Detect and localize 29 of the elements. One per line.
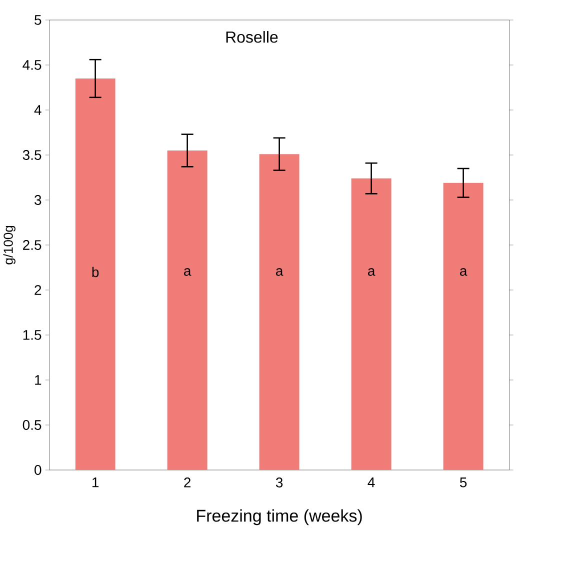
x-axis-title: Freezing time (weeks) <box>196 509 362 526</box>
y-axis-title: g/100g <box>3 226 16 264</box>
x-tick-label: 2 <box>184 478 190 488</box>
y-tick-label: 0 <box>34 465 42 475</box>
bar <box>351 178 392 470</box>
annotation: a <box>368 268 376 276</box>
x-tick-label: 1 <box>92 478 98 488</box>
y-tick-label: 3 <box>34 195 42 205</box>
annotation: a <box>184 268 192 276</box>
x-tick-label: 4 <box>368 478 375 488</box>
bar <box>443 182 484 470</box>
text: Roselle <box>226 31 278 43</box>
y-tick-label: 4 <box>34 105 42 115</box>
x-tick-label: 3 <box>276 478 282 488</box>
y-tick-label: 2.5 <box>22 240 42 250</box>
bar <box>75 78 116 470</box>
annotation: a <box>460 268 468 276</box>
y-tick-label: 2 <box>34 285 41 295</box>
annotation: b <box>92 266 98 278</box>
y-tick-label: 1 <box>34 375 41 385</box>
annotation: a <box>276 268 284 276</box>
bar <box>259 154 300 470</box>
y-tick-label: 0.5 <box>22 420 42 430</box>
y-tick-label: 1.5 <box>23 330 42 340</box>
bar <box>167 150 208 470</box>
x-tick-label: 5 <box>460 478 466 488</box>
y-tick-label: 3.5 <box>22 150 42 160</box>
y-tick-label: 4.5 <box>22 60 42 70</box>
y-tick-label: 5 <box>34 15 42 25</box>
